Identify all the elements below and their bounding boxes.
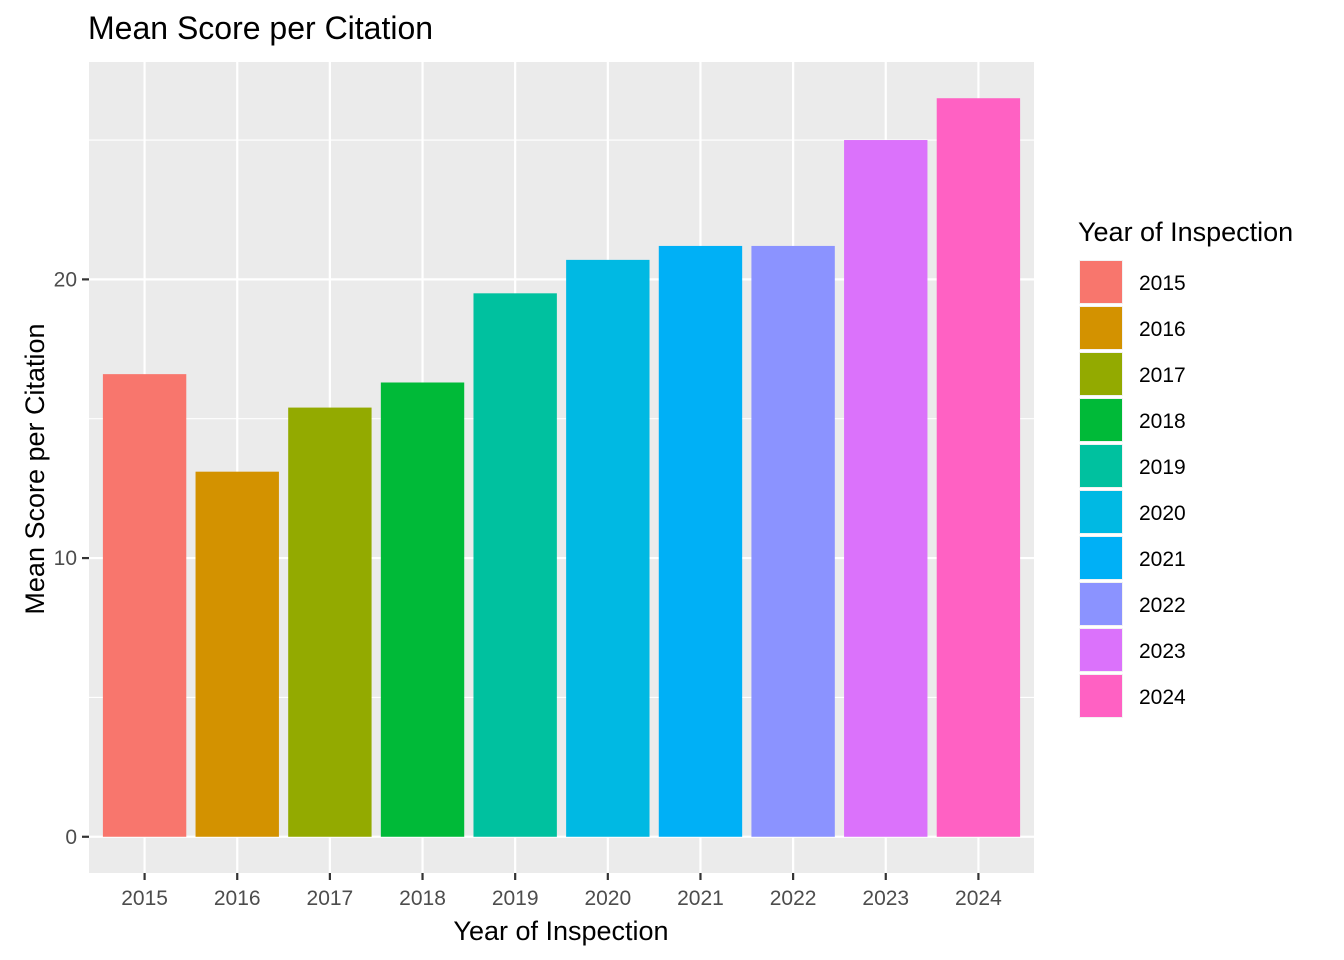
- legend-label: 2022: [1139, 594, 1186, 617]
- bar-2023: [844, 140, 928, 837]
- legend-swatch-2017: [1080, 353, 1122, 395]
- legend-swatch-2016: [1080, 307, 1122, 349]
- legend-swatch-2023: [1080, 629, 1122, 671]
- bar-2018: [380, 382, 465, 837]
- legend-label: 2020: [1139, 502, 1186, 525]
- legend-label: 2021: [1139, 548, 1186, 571]
- x-tick-label: 2015: [121, 887, 168, 910]
- x-tick-label: 2023: [862, 887, 909, 910]
- legend-swatch-2018: [1080, 399, 1122, 441]
- y-tick-label: 20: [54, 268, 77, 291]
- legend-title: Year of Inspection: [1078, 217, 1293, 247]
- legend-label: 2023: [1139, 640, 1186, 663]
- x-axis-title: Year of Inspection: [453, 916, 668, 946]
- bar-2020: [566, 259, 650, 837]
- legend-label: 2024: [1139, 686, 1186, 709]
- bar-2016: [195, 471, 279, 837]
- legend-swatch-2022: [1080, 583, 1122, 625]
- bar-2019: [473, 293, 557, 837]
- legend-label: 2019: [1139, 456, 1186, 479]
- legend-label: 2017: [1139, 364, 1186, 387]
- bar-2022: [751, 245, 835, 837]
- legend: Year of Inspection 2015 2016 2017 2018 2019 2…: [1078, 217, 1293, 718]
- legend-swatch-2019: [1080, 445, 1122, 487]
- x-tick-label: 2018: [399, 887, 446, 910]
- y-axis-title: Mean Score per Citation: [20, 323, 50, 614]
- x-axis: 2015 2016 2017 2018 2019 2020 2021 2022 2023 2024: [121, 873, 1002, 910]
- legend-swatch-2020: [1080, 491, 1122, 533]
- x-tick-label: 2019: [492, 887, 539, 910]
- legend-swatch-2021: [1080, 537, 1122, 579]
- legend-label: 2016: [1139, 318, 1186, 341]
- x-tick-label: 2021: [677, 887, 724, 910]
- bar-2017: [288, 407, 372, 837]
- x-tick-label: 2016: [214, 887, 261, 910]
- bar-2024: [936, 98, 1021, 837]
- legend-label: 2015: [1139, 272, 1186, 295]
- bar-2021: [658, 245, 743, 837]
- legend-swatch-2015: [1080, 261, 1122, 303]
- y-tick-label: 10: [54, 547, 77, 570]
- bars: [102, 98, 1021, 837]
- x-tick-label: 2020: [584, 887, 631, 910]
- x-tick-label: 2024: [955, 887, 1002, 910]
- x-tick-label: 2017: [307, 887, 354, 910]
- y-axis: 0 10 20: [54, 268, 89, 849]
- legend-label: 2018: [1139, 410, 1186, 433]
- bar-2015: [102, 374, 187, 837]
- legend-swatch-2024: [1080, 675, 1122, 717]
- chart-title: Mean Score per Citation: [88, 10, 433, 46]
- y-tick-label: 0: [65, 826, 77, 849]
- x-tick-label: 2022: [770, 887, 817, 910]
